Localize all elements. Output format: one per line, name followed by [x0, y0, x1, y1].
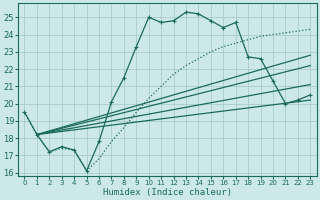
X-axis label: Humidex (Indice chaleur): Humidex (Indice chaleur): [103, 188, 232, 197]
